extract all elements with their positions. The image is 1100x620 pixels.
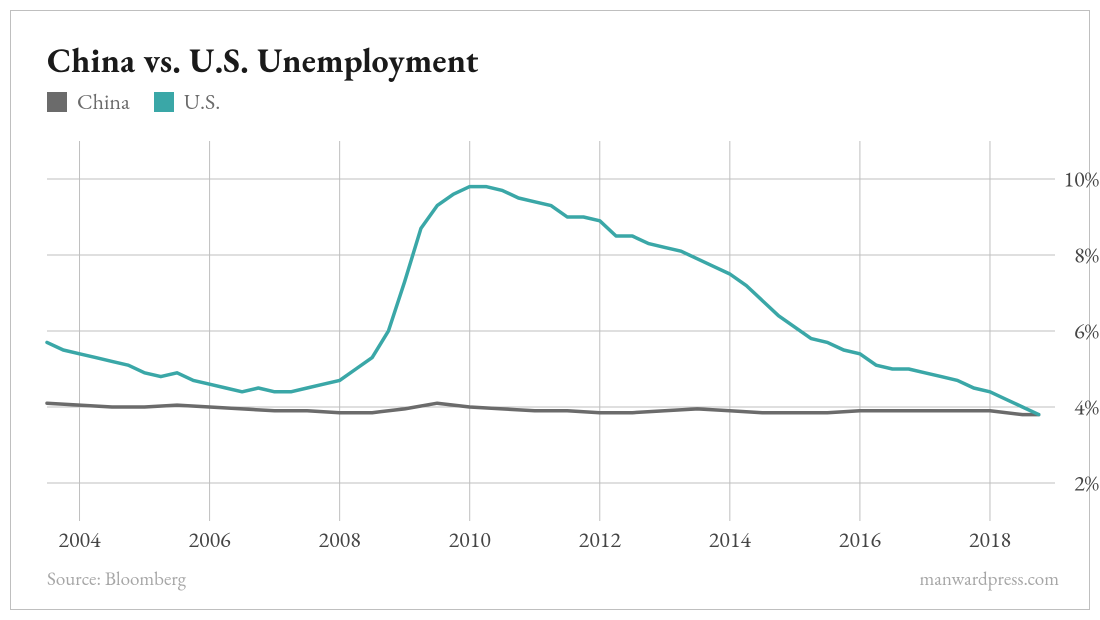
y-tick-label: 10% bbox=[1064, 165, 1099, 194]
legend-label-china: China bbox=[77, 87, 130, 116]
x-tick-label: 2006 bbox=[188, 525, 230, 554]
chart-frame: China vs. U.S. Unemployment China U.S. 2… bbox=[10, 10, 1090, 610]
legend-swatch-china bbox=[47, 92, 67, 112]
chart-title: China vs. U.S. Unemployment bbox=[47, 39, 479, 83]
x-tick-label: 2010 bbox=[449, 525, 491, 554]
x-tick-label: 2008 bbox=[319, 525, 361, 554]
brand-text: manwardpress.com bbox=[919, 566, 1059, 591]
x-axis-labels: 2004 2006 2008 2010 2012 2014 2016 2018 bbox=[47, 525, 1055, 555]
legend: China U.S. bbox=[47, 87, 234, 116]
x-tick-label: 2014 bbox=[709, 525, 751, 554]
series-line-u-s- bbox=[47, 187, 1039, 415]
series-line-china bbox=[47, 403, 1039, 414]
plot-svg bbox=[47, 141, 1055, 521]
y-tick-label: 2% bbox=[1074, 469, 1099, 498]
x-tick-label: 2012 bbox=[579, 525, 621, 554]
plot-area bbox=[47, 141, 1055, 521]
legend-swatch-us bbox=[154, 92, 174, 112]
x-tick-label: 2018 bbox=[969, 525, 1011, 554]
source-text: Source: Bloomberg bbox=[47, 566, 186, 591]
legend-label-us: U.S. bbox=[184, 87, 221, 116]
x-tick-label: 2004 bbox=[58, 525, 100, 554]
y-tick-label: 4% bbox=[1074, 393, 1099, 422]
y-axis-labels: 2% 4% 6% 8% 10% bbox=[1061, 141, 1100, 521]
y-tick-label: 8% bbox=[1074, 241, 1099, 270]
y-tick-label: 6% bbox=[1074, 317, 1099, 346]
x-tick-label: 2016 bbox=[839, 525, 881, 554]
